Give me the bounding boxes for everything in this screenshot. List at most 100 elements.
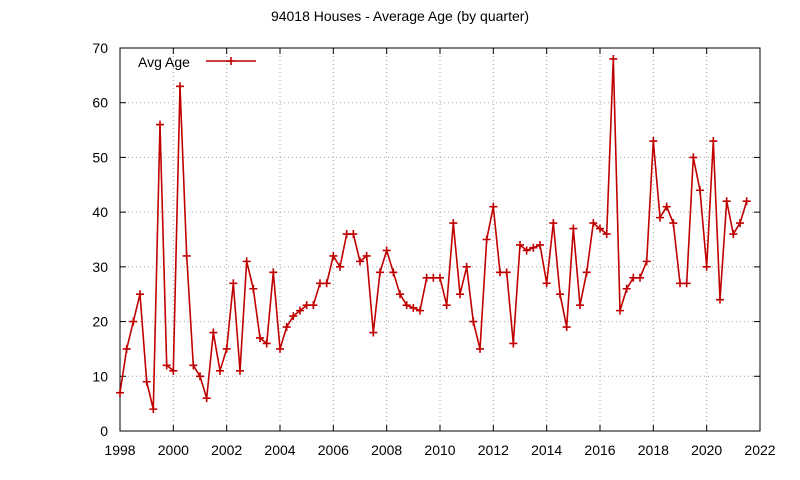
y-tick-label: 40 — [92, 204, 108, 220]
data-point — [476, 344, 484, 353]
data-point — [436, 273, 444, 282]
data-point — [242, 257, 251, 266]
data-point — [262, 339, 271, 348]
data-point — [289, 312, 298, 321]
data-point — [129, 317, 138, 326]
data-point — [222, 344, 231, 353]
data-point — [189, 361, 198, 370]
data-point — [569, 224, 578, 233]
data-point — [336, 262, 344, 271]
y-tick-label: 50 — [92, 149, 108, 165]
data-point — [522, 246, 531, 255]
data-point — [362, 251, 371, 260]
data-point — [529, 243, 538, 252]
data-point — [482, 235, 491, 244]
data-point — [549, 219, 558, 228]
data-point — [236, 366, 244, 375]
data-point — [702, 262, 711, 271]
x-tick-label: 2012 — [478, 442, 509, 458]
data-point — [489, 202, 498, 211]
chart-title: 94018 Houses - Average Age (by quarter) — [270, 8, 530, 24]
series-group — [116, 54, 751, 414]
data-point — [209, 328, 218, 337]
data-point — [309, 301, 318, 310]
x-tick-label: 2000 — [158, 442, 189, 458]
data-point — [576, 301, 584, 310]
data-point — [382, 246, 391, 255]
data-point — [296, 306, 304, 315]
data-point — [689, 153, 698, 162]
data-point — [729, 230, 738, 239]
x-tick-label: 2008 — [371, 442, 402, 458]
data-point — [556, 290, 564, 299]
data-point — [589, 219, 598, 228]
data-point — [516, 240, 524, 249]
data-point — [622, 284, 631, 293]
x-tick-label: 2006 — [318, 442, 349, 458]
data-point — [456, 290, 464, 299]
data-point — [162, 361, 171, 370]
x-axis-ticks: 1998 2000 2002 2004 2006 2008 2010 2012 2014 2016… — [104, 48, 776, 458]
x-tick-label: 1998 — [104, 442, 135, 458]
data-point — [142, 377, 151, 386]
data-point — [396, 290, 404, 299]
data-point — [696, 186, 704, 195]
data-point — [536, 240, 544, 249]
data-point — [122, 344, 131, 353]
legend-marker-sample — [227, 57, 235, 65]
y-axis-ticks: 0 10 20 30 40 50 60 70 — [92, 40, 760, 439]
data-point — [416, 306, 424, 315]
data-point — [542, 279, 551, 288]
data-point — [442, 301, 451, 310]
axes — [119, 47, 761, 432]
y-tick-label: 20 — [92, 314, 108, 330]
y-tick-label: 60 — [92, 95, 108, 111]
x-tick-label: 2022 — [744, 442, 775, 458]
data-point — [149, 405, 158, 414]
x-tick-label: 2010 — [424, 442, 455, 458]
data-point — [709, 137, 718, 146]
data-point — [562, 323, 571, 332]
data-point — [736, 219, 744, 228]
data-point — [682, 279, 691, 288]
data-point — [249, 284, 258, 293]
y-tick-label: 70 — [92, 40, 108, 56]
x-tick-label: 2016 — [584, 442, 615, 458]
data-point — [669, 219, 678, 228]
x-tick-label: 2020 — [691, 442, 722, 458]
plot-border — [119, 47, 761, 432]
data-point — [582, 268, 591, 277]
data-point — [722, 197, 731, 206]
data-point — [616, 306, 624, 315]
data-point — [369, 328, 378, 337]
data-point — [429, 273, 438, 282]
data-point — [116, 388, 124, 397]
data-point — [449, 219, 458, 228]
data-point — [602, 230, 611, 239]
data-point — [642, 257, 651, 266]
data-point — [636, 273, 644, 282]
data-point — [402, 301, 411, 310]
data-point — [202, 394, 211, 403]
data-point — [216, 366, 224, 375]
data-point — [662, 202, 671, 211]
data-point — [329, 251, 338, 260]
y-tick-label: 30 — [92, 259, 108, 275]
data-point — [282, 323, 291, 332]
legend-label: Avg Age — [138, 54, 190, 70]
data-point — [196, 372, 204, 381]
data-point — [716, 295, 724, 304]
data-point — [389, 268, 398, 277]
data-point — [349, 230, 358, 239]
data-point — [156, 120, 164, 129]
series-line — [119, 58, 748, 410]
data-point — [269, 268, 278, 277]
data-point — [409, 303, 418, 312]
data-point — [509, 339, 518, 348]
y-tick-label: 0 — [100, 423, 108, 439]
x-tick-label: 2014 — [531, 442, 562, 458]
data-point — [629, 273, 638, 282]
data-point — [502, 268, 511, 277]
data-point — [322, 279, 331, 288]
data-point — [176, 82, 184, 91]
